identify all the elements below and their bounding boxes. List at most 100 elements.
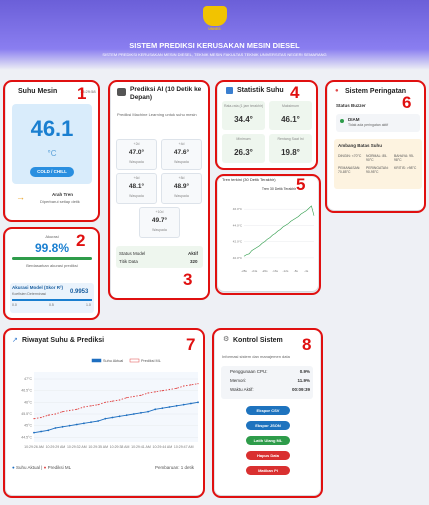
status-value: Aktif: [188, 251, 198, 256]
point: [189, 402, 192, 405]
prediction-label: Waspada: [152, 228, 167, 232]
stats-panel: [221, 366, 313, 399]
prediction-horizon: +2d: [133, 142, 140, 146]
trend-title: Arah Tren: [52, 192, 74, 197]
stat-value: 11.9%: [297, 378, 310, 383]
y-tick-label: 42.0°C: [233, 240, 243, 244]
point: [40, 430, 43, 433]
stat-value: 0.9%: [299, 369, 310, 374]
point: [168, 388, 171, 391]
prediction-horizon: +6d: [133, 176, 140, 180]
annotation-number: 3: [183, 270, 193, 289]
stat-value: 46.1°: [281, 115, 300, 124]
r2-bar: [12, 299, 92, 301]
prediction-horizon: +4d: [178, 142, 185, 146]
x-tick-label: 10:29:29 AM: [46, 445, 66, 449]
point: [140, 411, 142, 414]
threshold: PERINGATAN: 90-95°C: [366, 166, 389, 175]
status-badge: COLD / CHILL: [30, 167, 74, 177]
stat-label: Minimum: [236, 137, 251, 141]
prediction-box: [161, 139, 202, 170]
annotation-number: 4: [290, 83, 300, 102]
button[interactable]: Ekspor CSV: [246, 406, 290, 415]
point: [161, 407, 164, 410]
x-tick-label: -8s: [294, 269, 299, 273]
point: [54, 413, 56, 415]
chart-icon: ↗: [12, 337, 18, 344]
prediction-value: 49.7°: [151, 217, 168, 224]
footer-legend: ● Suhu Aktual | ● Prediksi ML: [12, 465, 72, 470]
annotation-box: [325, 80, 426, 213]
prediction-label: Waspada: [129, 160, 144, 164]
prediction-value: 48.1°: [128, 183, 145, 190]
card-subtitle: Informasi sistem dan manajemen data: [222, 354, 290, 359]
card-title: Statistik Suhu: [237, 87, 284, 94]
card-tren: [218, 177, 318, 291]
threshold: PEMANASAN: 70-85°C: [338, 166, 361, 175]
point: [161, 390, 163, 392]
point: [33, 431, 35, 434]
point: [154, 391, 156, 393]
point: [75, 423, 78, 426]
point: [97, 404, 99, 406]
button[interactable]: Latih Ulang ML: [246, 436, 290, 445]
r2-panel: [10, 283, 94, 313]
point: [118, 415, 121, 418]
point: [125, 414, 128, 417]
annotation-number: 6: [402, 93, 412, 112]
point: [176, 387, 178, 389]
stat-label: Waktu Aktif:: [230, 387, 254, 392]
x-tick-label: 10:29:38 AM: [110, 445, 130, 449]
point: [147, 410, 149, 413]
x-tick-label: -28s: [241, 269, 247, 273]
point: [154, 408, 157, 411]
card-title: Kontrol Sistem: [233, 337, 283, 344]
prediction-box: [161, 173, 202, 204]
prediction-label: Waspada: [174, 194, 189, 198]
bell-icon: ●: [335, 88, 339, 94]
gear-icon: ⚙: [223, 336, 230, 343]
point: [97, 420, 100, 422]
x-tick-label: 10:29:32 AM: [67, 445, 87, 449]
stat-box: [222, 134, 265, 163]
acc-title: Akurasi: [45, 234, 59, 239]
buzzer-dot: [340, 119, 344, 123]
stat-value: 34.4°: [234, 115, 253, 124]
point: [47, 414, 49, 416]
annotation-box: [3, 227, 100, 320]
point: [111, 416, 114, 419]
point: [190, 384, 192, 386]
button[interactable]: Matikan Pi: [246, 466, 290, 475]
point: [83, 406, 85, 408]
stat-label: Penggunaan CPU:: [230, 369, 268, 374]
prediction-value: 48.9°: [173, 183, 190, 190]
point: [104, 401, 106, 403]
button[interactable]: Ekspor JSON: [246, 421, 290, 430]
point: [54, 427, 57, 429]
temp-value: 46.1: [30, 116, 74, 141]
threshold-panel: [334, 139, 422, 189]
annotation-number: 2: [76, 231, 86, 250]
y-tick-label: 47°C: [24, 377, 32, 381]
point: [33, 418, 35, 420]
scale-label: 1.0: [86, 303, 91, 307]
point: [40, 416, 42, 419]
point: [90, 405, 92, 407]
buzzer-note: Tidak ada peringatan aktif: [348, 123, 389, 127]
annotation-box: [3, 80, 100, 222]
r2-title: Akurasi Model (Skor R²): [12, 285, 64, 290]
buzzer-state: DIAM: [348, 117, 360, 122]
footer-pred: Prediksi ML: [47, 465, 72, 470]
point: [133, 395, 135, 398]
prediction-value: 47.0°: [128, 149, 145, 156]
dot: ●: [43, 465, 48, 470]
point: [90, 421, 92, 424]
y-tick-label: 45°C: [24, 424, 32, 428]
line: [243, 205, 315, 257]
x-tick-label: -24s: [251, 269, 257, 273]
buzzer-panel: [336, 114, 420, 132]
status-panel: [116, 246, 203, 268]
button[interactable]: Hapus Data: [246, 451, 290, 460]
